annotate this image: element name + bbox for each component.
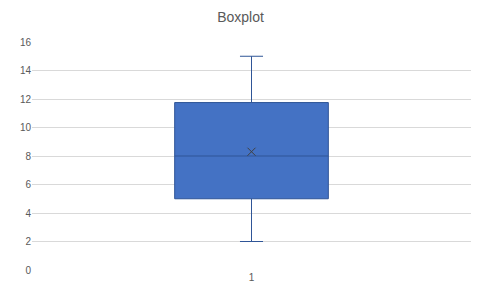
svg-text:10: 10 [20,122,32,133]
svg-text:12: 12 [20,94,32,105]
svg-text:6: 6 [25,179,31,190]
svg-text:14: 14 [20,65,32,76]
svg-text:2: 2 [25,236,31,247]
svg-text:0: 0 [25,265,31,276]
svg-text:8: 8 [25,151,31,162]
svg-text:4: 4 [25,208,31,219]
svg-text:1: 1 [249,272,255,283]
svg-text:Boxplot: Boxplot [217,9,264,25]
svg-text:16: 16 [20,37,32,48]
